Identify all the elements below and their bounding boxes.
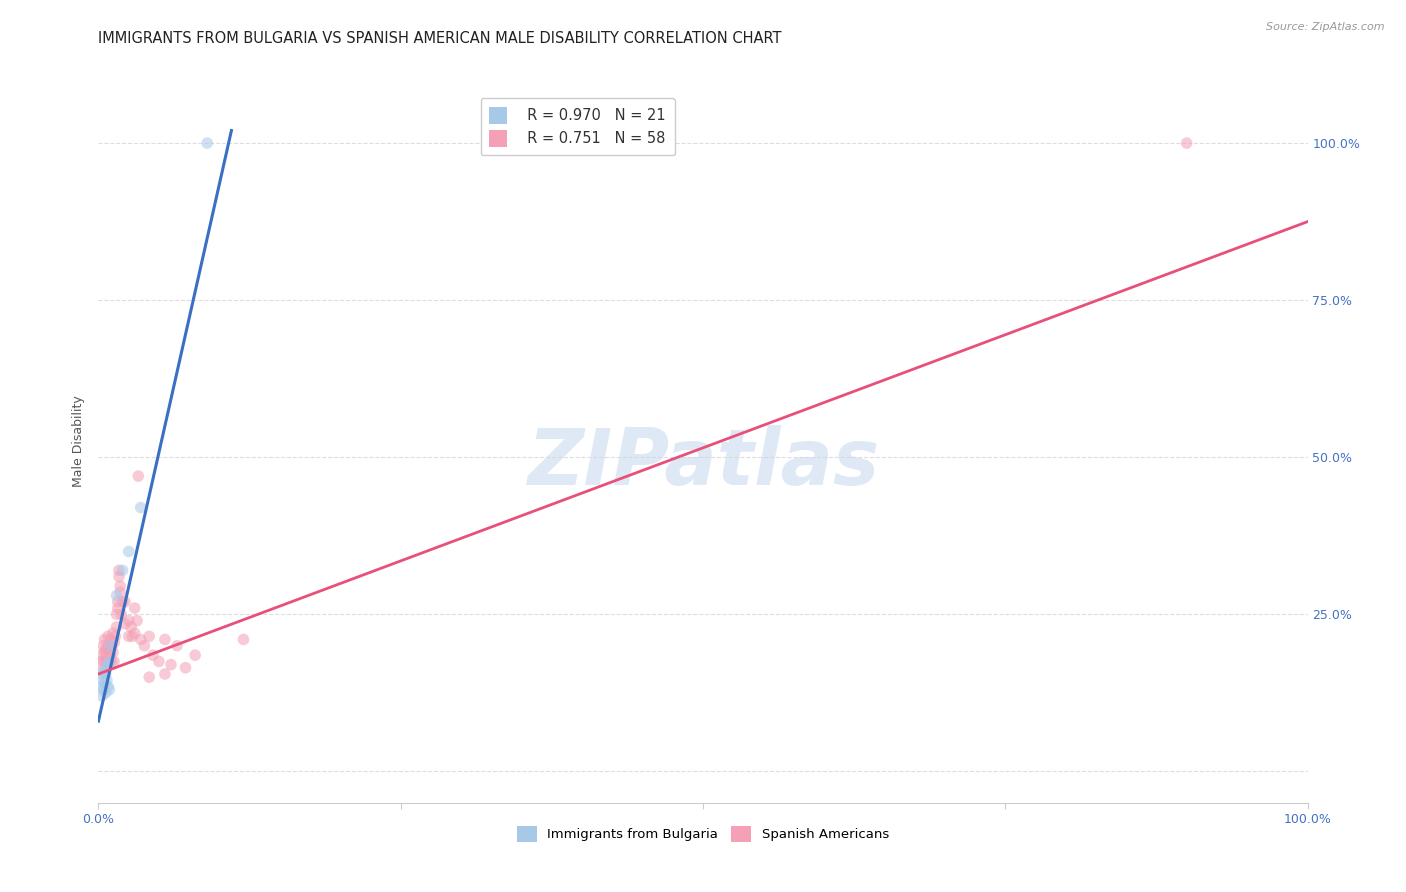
Point bbox=[98, 655, 121, 669]
Point bbox=[111, 595, 134, 609]
Point bbox=[90, 655, 112, 669]
Point bbox=[108, 579, 131, 593]
Text: IMMIGRANTS FROM BULGARIA VS SPANISH AMERICAN MALE DISABILITY CORRELATION CHART: IMMIGRANTS FROM BULGARIA VS SPANISH AMER… bbox=[98, 31, 782, 46]
Point bbox=[120, 620, 142, 634]
Point bbox=[184, 648, 207, 662]
Point bbox=[118, 629, 141, 643]
Point bbox=[91, 664, 114, 678]
Point bbox=[114, 616, 136, 631]
Point bbox=[96, 661, 118, 675]
Point bbox=[153, 667, 176, 681]
Point bbox=[97, 657, 120, 672]
Point bbox=[101, 626, 124, 640]
Point bbox=[100, 648, 122, 662]
Point bbox=[118, 544, 141, 558]
Legend: Immigrants from Bulgaria, Spanish Americans: Immigrants from Bulgaria, Spanish Americ… bbox=[512, 821, 894, 847]
Point bbox=[127, 469, 149, 483]
Point bbox=[98, 682, 121, 697]
Point bbox=[174, 661, 197, 675]
Point bbox=[94, 641, 117, 656]
Point bbox=[129, 632, 152, 647]
Point bbox=[90, 667, 112, 681]
Point bbox=[121, 629, 143, 643]
Point bbox=[134, 639, 156, 653]
Point bbox=[114, 595, 136, 609]
Point bbox=[91, 689, 114, 703]
Point bbox=[1175, 136, 1198, 150]
Point bbox=[118, 614, 141, 628]
Point bbox=[195, 136, 218, 150]
Point bbox=[91, 682, 114, 697]
Point bbox=[108, 585, 131, 599]
Point bbox=[160, 657, 183, 672]
Point bbox=[97, 629, 120, 643]
Point bbox=[98, 641, 121, 656]
Point bbox=[105, 589, 128, 603]
Point bbox=[93, 676, 115, 690]
Point bbox=[232, 632, 254, 647]
Point bbox=[93, 632, 115, 647]
Point bbox=[138, 670, 160, 684]
Point bbox=[91, 639, 114, 653]
Point bbox=[108, 569, 131, 583]
Point bbox=[127, 614, 149, 628]
Point bbox=[91, 673, 114, 688]
Point bbox=[96, 673, 118, 688]
Point bbox=[91, 648, 114, 662]
Point bbox=[96, 648, 118, 662]
Point bbox=[96, 657, 118, 672]
Point bbox=[107, 601, 129, 615]
Point bbox=[153, 632, 176, 647]
Point bbox=[148, 655, 170, 669]
Point bbox=[103, 655, 125, 669]
Point bbox=[94, 655, 117, 669]
Point bbox=[124, 601, 146, 615]
Point bbox=[166, 639, 188, 653]
Point bbox=[111, 563, 134, 577]
Point bbox=[91, 655, 114, 669]
Point bbox=[94, 686, 117, 700]
Point bbox=[105, 620, 128, 634]
Point bbox=[100, 632, 122, 647]
Point bbox=[100, 655, 122, 669]
Point bbox=[98, 655, 121, 669]
Point bbox=[129, 500, 152, 515]
Point bbox=[93, 664, 115, 678]
Point bbox=[97, 639, 120, 653]
Point bbox=[110, 607, 132, 622]
Point bbox=[105, 607, 128, 622]
Point bbox=[100, 639, 122, 653]
Point bbox=[124, 626, 146, 640]
Y-axis label: Male Disability: Male Disability bbox=[72, 396, 86, 487]
Point bbox=[97, 680, 120, 694]
Point bbox=[100, 639, 122, 653]
Point bbox=[104, 629, 127, 643]
Text: ZIPatlas: ZIPatlas bbox=[527, 425, 879, 501]
Point bbox=[94, 667, 117, 681]
Point bbox=[101, 645, 124, 659]
Text: Source: ZipAtlas.com: Source: ZipAtlas.com bbox=[1267, 22, 1385, 32]
Point bbox=[108, 563, 131, 577]
Point bbox=[142, 648, 165, 662]
Point bbox=[138, 629, 160, 643]
Point bbox=[93, 645, 115, 659]
Point bbox=[107, 595, 129, 609]
Point bbox=[103, 635, 125, 649]
Point bbox=[91, 680, 114, 694]
